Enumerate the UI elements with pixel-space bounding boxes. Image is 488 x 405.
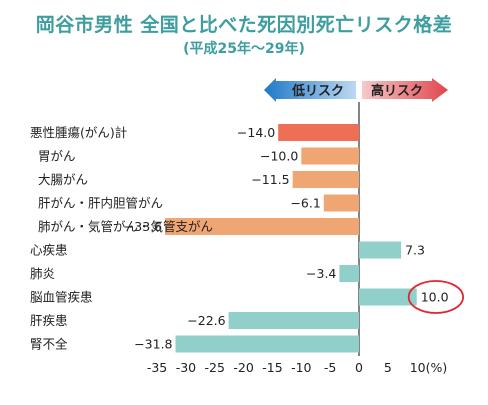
bar — [175, 335, 359, 353]
low-risk-arrow — [264, 78, 356, 102]
value-label: −10.0 — [260, 149, 298, 164]
x-tick-label: -10 — [291, 360, 311, 375]
high-risk-arrow — [362, 78, 448, 102]
low-risk-label: 低リスク — [291, 83, 344, 99]
category-label: 腎不全 — [30, 337, 68, 352]
x-tick-label: -20 — [233, 360, 253, 375]
bar — [278, 124, 359, 141]
category-label: 悪性腫瘍(がん)計 — [30, 125, 127, 140]
bar — [339, 265, 359, 282]
chart-title: 岡谷市男性 全国と比べた死因別死亡リスク格差 — [35, 14, 453, 36]
bar — [323, 194, 359, 212]
x-tick-label: 10(%) — [410, 360, 448, 375]
category-label: 心疾患 — [30, 243, 68, 258]
category-label: 脳血管疾患 — [30, 290, 93, 305]
category-label: 肺炎 — [30, 266, 55, 281]
high-risk-label: 高リスク — [371, 83, 423, 99]
x-tick-label: -30 — [176, 360, 196, 375]
bar — [165, 218, 359, 235]
bar — [359, 288, 417, 306]
value-label: −3.4 — [306, 266, 336, 281]
category-label: 肝疾患 — [30, 313, 68, 328]
value-label: −6.1 — [290, 196, 320, 211]
category-label: 肺がん・気管がん・気管支がん — [38, 219, 213, 234]
chart-subtitle: (平成25年～29年) — [183, 41, 305, 57]
bar — [301, 147, 359, 165]
x-tick-label: -5 — [324, 360, 336, 375]
value-label: −14.0 — [237, 125, 275, 140]
bar — [359, 241, 402, 259]
x-tick-label: -25 — [205, 360, 225, 375]
value-label: −33.6 — [124, 219, 162, 234]
value-label: 7.3 — [405, 243, 425, 258]
category-label: 大腸がん — [38, 172, 88, 187]
value-label: −31.8 — [134, 337, 172, 352]
value-label: −11.5 — [251, 172, 289, 187]
highlight-circle — [407, 280, 464, 314]
x-tick-label: 0 — [355, 360, 363, 375]
x-tick-label: -35 — [147, 360, 167, 375]
category-label: 胃がん — [38, 149, 76, 164]
bar — [228, 312, 359, 329]
bar — [292, 171, 359, 188]
value-label: 10.0 — [421, 290, 449, 305]
value-label: −22.6 — [187, 313, 225, 328]
category-label: 肝がん・肝内胆管がん — [38, 196, 163, 211]
x-tick-label: -15 — [262, 360, 282, 375]
x-tick-label: 5 — [384, 360, 392, 375]
